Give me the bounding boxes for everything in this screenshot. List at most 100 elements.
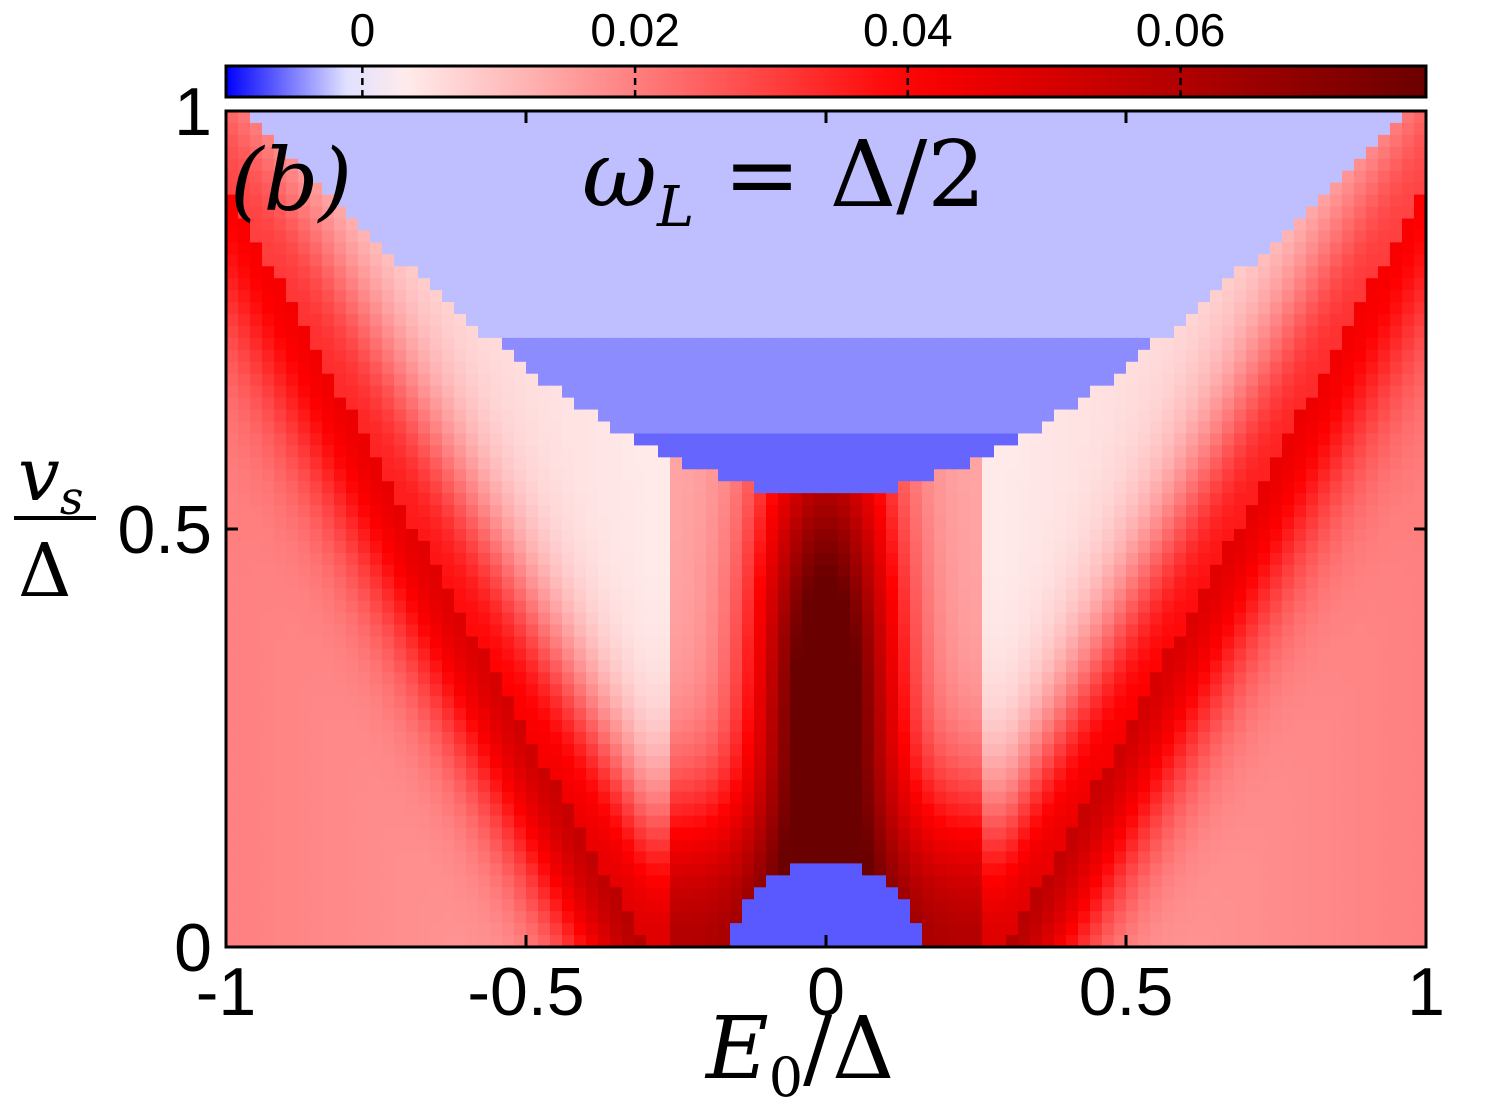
heatmap-cell (586, 409, 599, 423)
heatmap-cell (694, 481, 707, 494)
heatmap-cell (358, 314, 371, 327)
heatmap-cell (1114, 182, 1127, 196)
heatmap-cell (1030, 433, 1043, 446)
heatmap-cell (1018, 254, 1031, 267)
heatmap-cell (562, 373, 575, 387)
heatmap-cell (430, 636, 443, 650)
heatmap-cell (910, 421, 923, 435)
heatmap-cell (1006, 672, 1019, 685)
heatmap-cell (1330, 612, 1343, 626)
heatmap-cell (1174, 122, 1187, 136)
heatmap-cell (1318, 194, 1331, 208)
heatmap-cell (526, 337, 539, 351)
heatmap-cell (478, 672, 491, 685)
heatmap-cell (1390, 361, 1403, 375)
heatmap-cell (1114, 636, 1127, 650)
heatmap-cell (454, 672, 467, 685)
heatmap-cell (958, 397, 971, 411)
heatmap-cell (1138, 409, 1151, 423)
heatmap-cell (1270, 206, 1283, 220)
heatmap-cell (1354, 134, 1367, 148)
heatmap-cell (886, 421, 899, 435)
heatmap-cell (262, 218, 275, 232)
heatmap-cell (802, 517, 815, 530)
heatmap-cell (946, 230, 959, 243)
heatmap-cell (454, 373, 467, 387)
heatmap-cell (250, 469, 263, 482)
heatmap-cell (286, 182, 299, 196)
heatmap-cell (1414, 111, 1426, 124)
heatmap-cell (574, 337, 587, 351)
heatmap-cell (358, 361, 371, 375)
heatmap-cell (1342, 302, 1355, 315)
heatmap-cell (298, 373, 311, 387)
heatmap-cell (862, 182, 875, 196)
heatmap-cell (814, 445, 827, 458)
heatmap-cell (754, 493, 767, 506)
heatmap-cell (646, 146, 659, 160)
heatmap-cell (622, 325, 635, 339)
heatmap-cell (610, 660, 623, 673)
heatmap-cell (802, 314, 815, 327)
heatmap-cell (1102, 397, 1115, 411)
heatmap-cell (1378, 182, 1391, 196)
heatmap-cell (346, 648, 359, 661)
heatmap-cell (790, 672, 803, 685)
heatmap-cell (658, 552, 671, 566)
heatmap-cell (1078, 457, 1091, 470)
heatmap-cell (982, 517, 995, 530)
heatmap-cell (370, 624, 383, 638)
heatmap-cell (226, 445, 239, 458)
heatmap-cell (958, 194, 971, 208)
heatmap-cell (706, 206, 719, 220)
heatmap-cell (394, 278, 407, 291)
heatmap-cell (406, 672, 419, 685)
heatmap-cell (1330, 588, 1343, 602)
heatmap-cell (514, 337, 527, 351)
heatmap-cell (1006, 421, 1019, 435)
heatmap-cell (970, 111, 983, 124)
heatmap-cell (838, 397, 851, 411)
heatmap-cell (598, 361, 611, 375)
heatmap-cell (1270, 278, 1283, 291)
heatmap-cell (718, 684, 731, 697)
heatmap-cell (1174, 134, 1187, 148)
heatmap-cell (1030, 146, 1043, 160)
heatmap-cell (1390, 552, 1403, 566)
heatmap-cell (970, 337, 983, 351)
heatmap-cell (1114, 529, 1127, 542)
heatmap-cell (1162, 218, 1175, 232)
heatmap-cell (1378, 194, 1391, 208)
heatmap-cell (1126, 111, 1139, 124)
heatmap-cell (346, 170, 359, 184)
heatmap-cell (298, 111, 311, 124)
heatmap-cell (1270, 302, 1283, 315)
heatmap-cell (514, 218, 527, 232)
heatmap-cell (514, 648, 527, 661)
heatmap-cell (1366, 445, 1379, 458)
heatmap-cell (754, 421, 767, 435)
heatmap-cell (1234, 206, 1247, 220)
heatmap-cell (682, 122, 695, 136)
heatmap-cell (910, 517, 923, 530)
heatmap-cell (730, 564, 743, 578)
heatmap-cell (706, 218, 719, 232)
heatmap-cell (862, 696, 875, 709)
heatmap-cell (226, 529, 239, 542)
heatmap-cell (766, 660, 779, 673)
heatmap-cell (1066, 612, 1079, 626)
heatmap-cell (1282, 134, 1295, 148)
heatmap-cell (322, 576, 335, 590)
heatmap-cell (682, 552, 695, 566)
heatmap-cell (1330, 337, 1343, 351)
heatmap-cell (1162, 409, 1175, 423)
heatmap-cell (1234, 469, 1247, 482)
heatmap-cell (502, 445, 515, 458)
heatmap-cell (262, 696, 275, 709)
heatmap-cell (610, 636, 623, 650)
heatmap-cell (526, 314, 539, 327)
heatmap-cell (1150, 540, 1163, 554)
heatmap-cell (286, 517, 299, 530)
heatmap-cell (310, 397, 323, 411)
heatmap-cell (1006, 397, 1019, 411)
